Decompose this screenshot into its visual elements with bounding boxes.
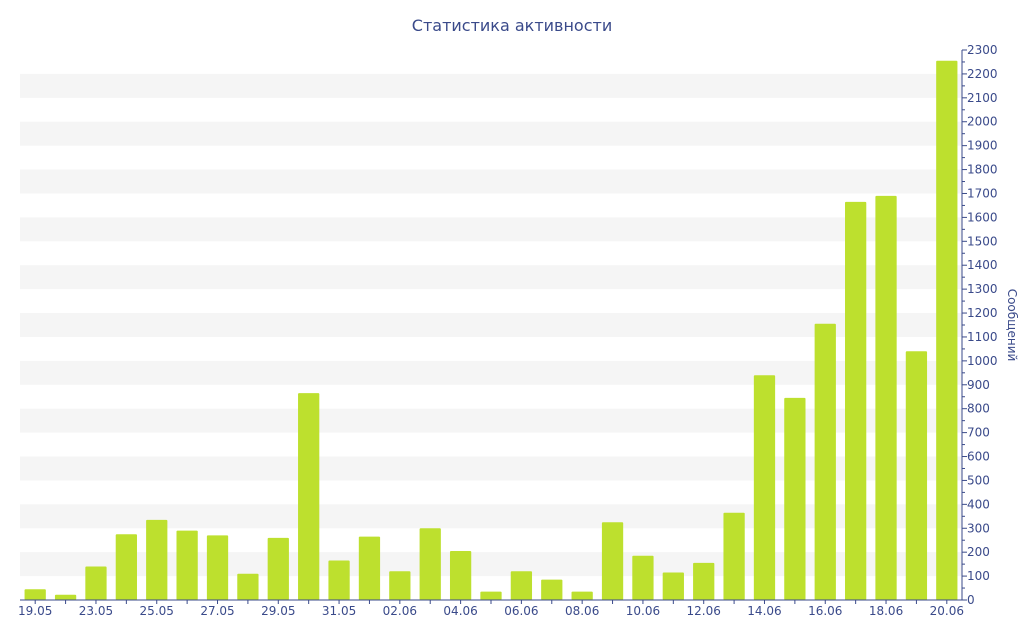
bar-05.06: [480, 591, 502, 600]
bar-07.06: [541, 579, 563, 600]
bar-19.06: [905, 351, 928, 600]
x-tick-label: 10.06: [626, 604, 660, 618]
x-tick-label: 08.06: [565, 604, 599, 618]
bar-20.06: [936, 60, 958, 601]
y-tick-label: 100: [967, 569, 990, 583]
x-tick-label: 23.05: [79, 604, 113, 618]
bar-10.06: [632, 555, 654, 600]
grid-band: [20, 313, 962, 337]
y-tick-label: 1900: [967, 139, 998, 153]
x-tick-label: 31.05: [322, 604, 356, 618]
bar-29.05: [267, 537, 289, 600]
grid-band: [20, 121, 962, 146]
y-tick-label: 1000: [967, 354, 998, 368]
bar-01.06: [358, 536, 381, 600]
y-tick-label: 2100: [967, 91, 998, 105]
x-tick-label: 25.05: [140, 604, 174, 618]
y-tick-label: 1400: [967, 258, 998, 272]
y-tick-label: 2300: [967, 43, 998, 57]
x-tick-label: 19.05: [18, 604, 52, 618]
y-tick-label: 800: [967, 402, 990, 416]
grid-band: [20, 360, 962, 385]
y-tick-label: 900: [967, 378, 990, 392]
y-tick-label: 300: [967, 521, 990, 535]
grid-band: [20, 456, 962, 481]
bar-30.05: [298, 393, 320, 600]
x-ticks: 19.05 23.05 25.05 27.05 29.05 31.05 02.06 04.06…: [18, 600, 964, 618]
bar-25.05: [146, 519, 168, 600]
bar-13.06: [723, 512, 745, 600]
y-ticks: 0 100 200 300 400 500 600 700 800 900 1000 1100 1200…: [962, 43, 998, 607]
x-tick-label: 02.06: [383, 604, 417, 618]
y-tick-label: 1100: [967, 330, 998, 344]
bar-28.05: [237, 573, 259, 600]
grid-band: [20, 73, 962, 98]
bar-08.06: [571, 591, 593, 600]
y-tick-label: 1800: [967, 163, 998, 177]
x-tick-label: 18.06: [869, 604, 903, 618]
y-tick-label: 500: [967, 473, 990, 487]
grid-bands: [20, 73, 962, 577]
bar-11.06: [662, 572, 684, 600]
x-tick-label: 29.05: [261, 604, 295, 618]
bar-09.06: [601, 522, 624, 600]
grid-band: [20, 408, 962, 433]
grid-band: [20, 169, 962, 194]
bar-26.05: [176, 530, 198, 600]
y-tick-label: 1700: [967, 186, 998, 200]
y-tick-label: 1200: [967, 306, 998, 320]
y-tick-label: 2200: [967, 67, 998, 81]
y-tick-label: 1300: [967, 282, 998, 296]
y-tick-label: 0: [967, 593, 975, 607]
bar-27.05: [206, 535, 229, 600]
bar-24.05: [115, 534, 137, 600]
bar-12.06: [693, 562, 715, 600]
bar-04.06: [449, 550, 472, 600]
y-tick-label: 700: [967, 426, 990, 440]
chart-title: Статистика активности: [412, 16, 612, 35]
bar-31.05: [328, 560, 350, 600]
bar-23.05: [85, 566, 107, 600]
grid-band: [20, 265, 962, 290]
x-tick-label: 16.06: [808, 604, 842, 618]
bar-14.06: [753, 375, 776, 600]
x-tick-label: 27.05: [200, 604, 234, 618]
y-axis-label: Сообщений: [1005, 289, 1019, 362]
y-tick-label: 1600: [967, 210, 998, 224]
bar-06.06: [510, 571, 533, 600]
bar-16.06: [814, 323, 836, 600]
x-tick-label: 20.06: [930, 604, 964, 618]
y-tick-label: 600: [967, 450, 990, 464]
bar-03.06: [419, 528, 441, 600]
y-tick-label: 2000: [967, 115, 998, 129]
bar-19.05: [24, 589, 46, 600]
bar-15.06: [784, 397, 806, 600]
x-tick-label: 12.06: [687, 604, 721, 618]
bar-17.06: [845, 201, 867, 600]
bar-20.05: [54, 594, 77, 600]
x-tick-label: 06.06: [504, 604, 538, 618]
y-tick-label: 1500: [967, 234, 998, 248]
y-tick-label: 200: [967, 545, 990, 559]
bar-02.06: [389, 571, 411, 600]
x-tick-label: 14.06: [747, 604, 781, 618]
grid-band: [20, 217, 962, 242]
y-tick-label: 400: [967, 497, 990, 511]
x-tick-label: 04.06: [443, 604, 477, 618]
bar-18.06: [875, 195, 897, 600]
bars: [24, 60, 958, 601]
